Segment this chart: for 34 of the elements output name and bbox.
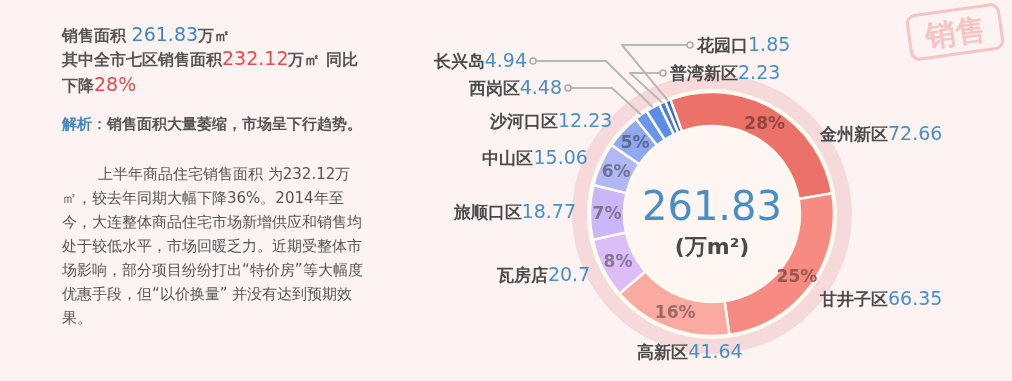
text: (万m²) [674, 234, 750, 259]
text: 销售面积 261.83万㎡ [62, 23, 231, 45]
text: 解析：销售面积大量萎缩，市场呈下行趋势。 [62, 115, 362, 133]
data-label: 12.23 [558, 109, 613, 132]
slice-label: 旅顺口区 [452, 202, 522, 223]
slice-label: 沙河口区 [489, 111, 559, 132]
slice-label: 甘井子区 [819, 289, 888, 309]
data-label: 4.94 [484, 49, 527, 71]
slice-label: 西岗区 [467, 78, 520, 98]
text: 5% [620, 132, 650, 153]
data-label: 66.35 [888, 287, 943, 309]
text: 6% [601, 161, 631, 182]
data-label: 41.64 [688, 340, 743, 362]
slice-label: 花园口 [696, 35, 748, 55]
data-label: 18.77 [521, 200, 577, 223]
data-label: 4.48 [519, 76, 562, 98]
text: 28% [744, 113, 786, 134]
data-label: 15.06 [533, 146, 588, 169]
slice-label: 高新区 [637, 342, 689, 362]
data-label: 72.66 [888, 122, 943, 144]
data-label: 1.85 [748, 33, 791, 55]
slice-label: 瓦房店 [495, 264, 548, 285]
data-label: 20.7 [547, 262, 591, 285]
slice-label: 长兴岛 [432, 51, 485, 71]
text: 8% [603, 250, 633, 271]
text: 7% [592, 202, 622, 223]
slice-label: 金州新区 [819, 124, 888, 144]
data-label: 2.23 [738, 61, 781, 83]
text: 261.83 [642, 183, 782, 229]
text: 上半年商品住宅销售面积 为232.12万㎡，较去年同期大幅下降36%。2014年至今，大连整体商品住宅市场新增供应和销售均处于较低水平，市场回暖乏力。近期受整体市场影响，部分项目纷纷打出“特价房”等大幅度优惠手段，但“以价换量” 并没有达到预期效果。 [62, 164, 364, 329]
text: 其中全市七区销售面积232.12万㎡ 同比下降28% [62, 47, 359, 95]
text: 16% [654, 302, 696, 323]
slice-label: 中山区 [482, 148, 534, 169]
slice-label: 普湾新区 [669, 63, 738, 83]
